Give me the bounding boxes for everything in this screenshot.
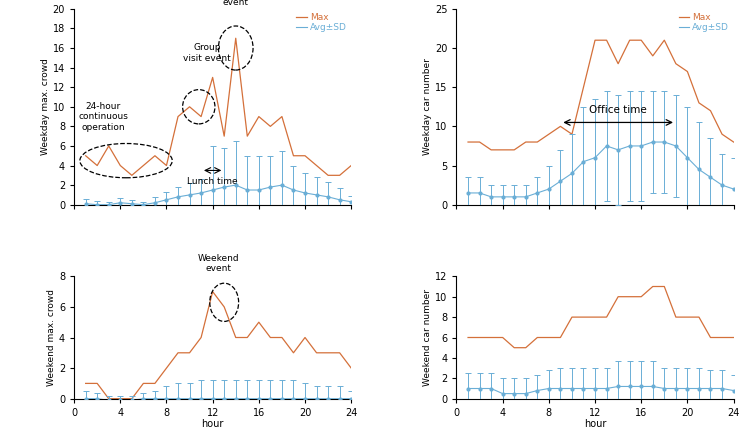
X-axis label: hour: hour	[202, 419, 224, 429]
Text: Weekend
event: Weekend event	[198, 254, 239, 273]
Text: Office time: Office time	[589, 105, 647, 115]
Legend: Max, Avg±SD: Max, Avg±SD	[679, 13, 729, 32]
Text: Demonstration
event: Demonstration event	[202, 0, 270, 7]
Y-axis label: Weekend car number: Weekend car number	[423, 289, 432, 386]
Y-axis label: Weekday car number: Weekday car number	[423, 58, 432, 155]
Legend: Max, Avg±SD: Max, Avg±SD	[296, 13, 347, 32]
Y-axis label: Weekend max. crowd: Weekend max. crowd	[47, 289, 56, 386]
Text: Group
visit event: Group visit event	[183, 43, 230, 63]
Y-axis label: Weekday max. crowd: Weekday max. crowd	[41, 58, 50, 155]
X-axis label: hour: hour	[584, 419, 606, 429]
Text: 24-hour
continuous
operation: 24-hour continuous operation	[78, 102, 128, 132]
Text: Lunch time: Lunch time	[187, 177, 238, 186]
